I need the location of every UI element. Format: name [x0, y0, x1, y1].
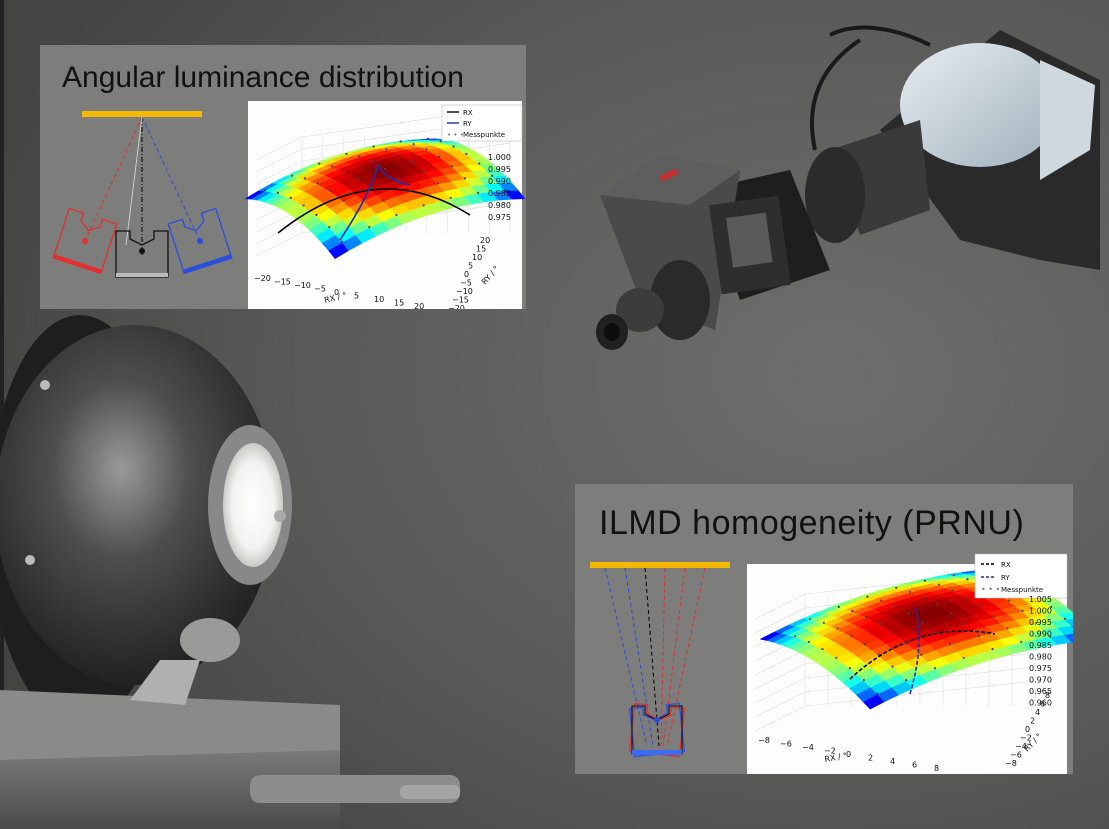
x-axis-label: RX / °	[824, 751, 848, 764]
legend-rx: RX	[463, 109, 473, 117]
blue-pose-ray	[141, 116, 201, 242]
optical-stand	[0, 660, 460, 829]
tick-label: 0.985	[488, 189, 511, 198]
angular-luminance-panel: Angular luminance distribution	[40, 45, 526, 309]
panel-title: ILMD homogeneity (PRNU)	[599, 504, 1025, 542]
tick-label: −10	[456, 287, 473, 296]
robot-arm-camera	[596, 25, 1100, 350]
tick-label: 6	[1040, 700, 1045, 709]
tick-label: 10	[472, 253, 482, 262]
angular-surface-plot: RX RY • • • Messpunkte 1.000 0.995 0.990 0.…	[244, 101, 526, 309]
legend-messpunkte: Messpunkte	[463, 131, 505, 139]
tick-label: 0.980	[1029, 653, 1052, 662]
camera-pose-blue	[167, 207, 233, 275]
tick-label: 0	[464, 270, 469, 279]
tick-label: 8	[934, 764, 939, 773]
angular-diagram-and-plot: RX RY • • • Messpunkte 1.000 0.995 0.990 0.…	[52, 101, 526, 309]
tick-label: 15	[394, 299, 404, 308]
tick-label: 2	[868, 754, 873, 763]
ry-curve	[909, 605, 920, 695]
tick-label: 8	[1045, 691, 1050, 700]
light-source-bar	[82, 111, 202, 117]
camera-pose-red	[52, 207, 118, 275]
tick-label: 0	[846, 750, 851, 759]
tick-label: −6	[1010, 751, 1022, 760]
plot-legend: RX RY • • • Messpunkte	[974, 553, 1068, 599]
tick-label: −4	[1015, 742, 1027, 751]
tick-label: 0	[1025, 725, 1030, 734]
ilmd-diagram-and-plot: RX RY • • • Messpunkte 1.005 1.000 0.995 0.…	[590, 553, 1073, 774]
tick-label: 0.990	[488, 177, 511, 186]
light-source-bar	[590, 562, 730, 568]
legend-ry: RY	[1001, 574, 1010, 582]
tick-label: 10	[374, 295, 384, 304]
x-tick-labels: −8 −6 −4 −2 0 2 4 6 8	[758, 736, 939, 773]
tick-label: 4	[1035, 708, 1040, 717]
tick-label: −8	[1005, 759, 1017, 768]
tick-label: −15	[274, 278, 291, 287]
tick-label: 20	[414, 302, 424, 309]
tick-label: 20	[480, 236, 490, 245]
legend-ry: RY	[463, 120, 472, 128]
integrating-sphere	[0, 315, 292, 725]
tick-label: −15	[452, 296, 469, 305]
red-pose-ray	[84, 116, 143, 242]
panel-title: Angular luminance distribution	[62, 61, 464, 94]
tick-label: 0.995	[1029, 618, 1052, 627]
tick-label: 0.975	[1029, 664, 1052, 673]
tick-label: 5	[354, 292, 359, 301]
gray-ray	[125, 116, 143, 246]
tick-label: 4	[890, 757, 895, 766]
z-tick-labels: 1.005 1.000 0.995 0.990 0.985 0.980 0.975 0.970…	[1029, 595, 1052, 708]
tick-label: 0.980	[488, 201, 511, 210]
tick-label: −6	[780, 740, 792, 749]
tick-label: 0	[334, 288, 339, 297]
tick-label: 2	[1030, 717, 1035, 726]
measurement-schematic	[590, 562, 730, 758]
tick-label: −20	[448, 304, 465, 309]
tick-label: 0.990	[1029, 630, 1052, 639]
rx-curve	[277, 188, 471, 234]
tick-label: 0.975	[488, 213, 511, 222]
ilmd-homogeneity-panel: ILMD homogeneity (PRNU)	[575, 484, 1073, 774]
tick-label: −2	[1020, 734, 1032, 743]
tick-label: 1.000	[488, 153, 511, 162]
measurement-schematic	[52, 111, 233, 278]
tick-label: −4	[802, 743, 814, 752]
svg-text:• • •: • • •	[981, 585, 1000, 594]
z-tick-labels: 1.000 0.995 0.990 0.985 0.980 0.975	[488, 153, 511, 222]
tick-label: 0.960	[1029, 699, 1052, 708]
tick-label: 1.005	[1029, 595, 1052, 604]
tick-label: 0.995	[488, 165, 511, 174]
svg-text:• • •: • • •	[447, 131, 464, 139]
camera-pose-stack	[628, 702, 686, 758]
plot-legend: RX RY • • • Messpunkte	[441, 104, 523, 142]
tick-label: 6	[912, 761, 917, 770]
ilmd-surface-plot: RX RY • • • Messpunkte 1.005 1.000 0.995 0.…	[747, 553, 1073, 774]
tick-label: 0.965	[1029, 687, 1052, 696]
legend-rx: RX	[1001, 561, 1011, 569]
tick-label: 1.000	[1029, 607, 1052, 616]
tick-label: −5	[460, 279, 472, 288]
ry-curve	[339, 162, 411, 241]
tick-label: 0.985	[1029, 641, 1052, 650]
tick-label: −5	[314, 285, 326, 294]
camera-pose-black	[115, 230, 169, 278]
tick-label: 0.970	[1029, 676, 1052, 685]
x-tick-labels: −20 −15 −10 −5 0 5 10 15 20	[254, 274, 424, 309]
tick-label: 5	[468, 262, 473, 271]
tick-label: −10	[294, 281, 311, 290]
legend-messpunkte: Messpunkte	[1001, 586, 1043, 594]
tick-label: 15	[476, 245, 486, 254]
tick-label: −8	[758, 736, 770, 745]
tick-label: −20	[254, 274, 271, 283]
tick-label: −2	[824, 747, 836, 756]
